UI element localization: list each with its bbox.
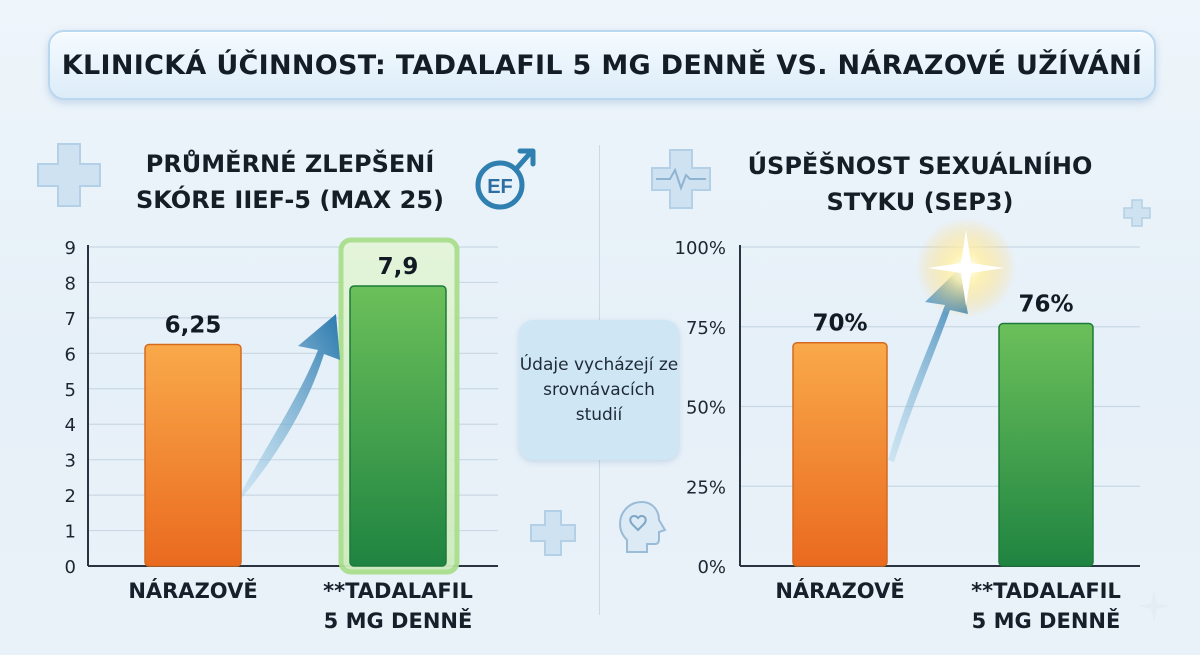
category-label: **TADALAFIL <box>971 579 1121 603</box>
bar-narazove <box>792 341 888 567</box>
sparkle-star <box>928 230 1004 306</box>
small-cross-icon-2 <box>530 510 576 556</box>
y-tick-label: 9 <box>65 238 76 259</box>
bar-tadalafil <box>349 285 447 567</box>
y-tick-label: 5 <box>65 380 76 401</box>
category-label: NÁRAZOVĚ <box>128 578 257 603</box>
category-label: 5 MG DENNĚ <box>324 608 473 633</box>
bar-narazove <box>144 343 242 567</box>
trend-arrow <box>888 268 968 462</box>
trend-arrow <box>238 314 340 500</box>
y-tick-label: 75% <box>686 318 726 339</box>
small-cross-icon <box>1123 199 1151 227</box>
category-label: NÁRAZOVĚ <box>775 578 904 603</box>
data-label: 76% <box>1018 292 1073 318</box>
y-tick-label: 100% <box>675 238 726 259</box>
data-label: 7,9 <box>378 254 419 280</box>
head-heart-icon <box>618 500 667 553</box>
category-label: 5 MG DENNĚ <box>972 608 1121 633</box>
data-label: 6,25 <box>165 312 222 338</box>
y-tick-label: 7 <box>65 309 76 330</box>
y-tick-label: 4 <box>65 415 76 436</box>
y-tick-label: 2 <box>65 486 76 507</box>
data-label: 70% <box>812 311 867 337</box>
y-tick-label: 50% <box>686 398 726 419</box>
y-tick-label: 0% <box>697 557 726 578</box>
male-ef-badge-icon: EF <box>475 148 536 210</box>
info-note: Údaje vycházejí ze srovnávacích studií <box>519 320 679 460</box>
left-bar-chart: 0 1 2 3 4 5 6 7 8 9 6,25 NÁRAZOVĚ 7,9 **TADALAFIL 5 MG… <box>65 237 498 633</box>
y-tick-label: 25% <box>686 477 726 498</box>
right-chart-title: ÚSPĚŠNOST SEXUÁLNÍHO STYKU (SEP3) <box>747 152 1093 216</box>
page-title: KLINICKÁ ÚČINNOST: TADALAFIL 5 MG DENNĚ … <box>61 49 1143 81</box>
y-tick-label: 8 <box>65 273 76 294</box>
sparkle-icon <box>1138 590 1170 622</box>
left-chart-title: PRŮMĚRNÉ ZLEPŠENÍ SKÓRE IIEF-5 (MAX 25) <box>135 150 444 214</box>
medical-cross-icon <box>37 143 101 207</box>
title-banner: KLINICKÁ ÚČINNOST: TADALAFIL 5 MG DENNĚ … <box>48 30 1156 100</box>
note-text: Údaje vycházejí ze srovnávacích studií <box>519 354 679 425</box>
ef-badge-text: EF <box>487 176 513 198</box>
y-tick-label: 3 <box>65 451 76 472</box>
heartbeat-cross-icon <box>651 149 711 209</box>
category-label: **TADALAFIL <box>323 579 473 603</box>
y-tick-label: 0 <box>65 557 76 578</box>
y-tick-label: 6 <box>65 344 76 365</box>
y-tick-label: 1 <box>65 522 76 543</box>
bar-tadalafil <box>998 322 1094 567</box>
right-bar-chart: 0% 25% 50% 75% 100% 70% NÁRAZOVĚ 76% **TADALAFIL… <box>675 218 1140 633</box>
